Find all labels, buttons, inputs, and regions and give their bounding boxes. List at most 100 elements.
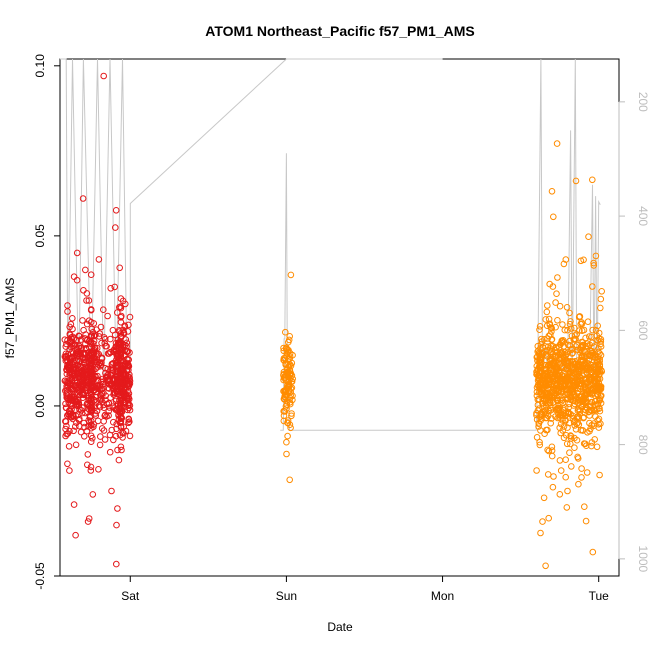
data-point [64,430,72,437]
data-point [69,415,77,423]
data-point [71,342,78,350]
data-point [572,426,580,433]
data-point [593,443,601,451]
data-point [284,419,291,426]
data-point [542,382,550,389]
data-point [114,354,121,361]
data-point [285,346,292,354]
data-point [574,346,582,354]
data-point [84,451,92,458]
data-point-outlier [116,304,123,311]
data-point [550,213,557,221]
data-point [102,342,109,350]
data-point [87,350,95,358]
data-point [546,320,554,328]
data-point [567,435,575,442]
data-point [544,446,551,454]
data-point [556,457,564,464]
y-tick-label: 0.10 [33,54,47,78]
data-point [584,369,591,377]
chart-title: ATOM1 Northeast_Pacific f57_PM1_AMS [205,23,474,39]
data-point [117,340,125,348]
data-point [545,315,553,323]
y-tick-label: -0.05 [33,562,47,590]
data-point [592,370,599,378]
data-point [95,361,102,369]
data-point [113,388,121,396]
data-point [68,343,75,351]
data-point [121,399,128,406]
data-point [566,385,573,392]
x-axis: Sat Sun Mon Tue [121,575,609,603]
data-point-outlier [575,480,582,488]
data-point [558,362,566,370]
data-point [284,356,292,363]
data-point [561,326,569,334]
data-point [82,366,90,373]
data-point [559,321,566,328]
data-point [571,444,578,452]
data-point [72,396,79,404]
data-point [545,447,553,455]
data-point-outlier [545,514,553,522]
data-point [62,400,69,408]
data-point [73,371,81,378]
data-point [98,398,106,405]
data-point [592,361,599,369]
data-point [571,332,579,339]
data-point [80,358,88,366]
data-point [577,257,585,265]
data-point [595,415,603,423]
data-point [573,436,581,444]
data-point [114,505,121,512]
data-point [102,392,109,400]
data-point [117,318,125,326]
data-point [84,379,91,387]
data-point [85,297,93,304]
data-point-outlier [108,487,115,495]
data-point [286,333,294,340]
data-point [584,318,592,326]
data-point [283,369,290,377]
data-point [119,348,126,355]
data-point [85,515,93,522]
x-tick-label: Sat [121,589,140,603]
data-point [566,309,573,317]
data-point [87,467,95,474]
data-point [83,401,91,408]
data-point [65,398,72,406]
data-point [592,252,600,260]
data-point [285,336,293,344]
data-point [102,396,109,404]
data-point [65,377,72,385]
data-point [114,351,121,359]
data-point [589,283,596,290]
data-point [578,465,585,472]
x-axis-label: Date [327,620,353,634]
data-point [126,432,134,440]
data-point [87,383,95,391]
data-point [544,302,551,309]
data-point [63,422,70,430]
data-point [82,345,89,352]
data-point [575,396,583,404]
data-point [539,408,546,416]
data-point [567,433,575,440]
data-point-outlier [564,487,571,495]
data-point [84,381,91,389]
data-point [95,466,102,473]
data-point [562,256,570,263]
data-point [554,414,562,422]
data-point [96,441,104,449]
data-point [113,521,120,529]
data-point [80,350,88,358]
data-point [547,377,555,384]
data-point [582,517,590,525]
data-point [597,393,605,400]
data-point [596,471,603,479]
data-point [117,372,125,380]
data-point [548,452,556,460]
data-point [598,288,606,295]
data-point [117,387,125,395]
data-point [118,369,125,376]
